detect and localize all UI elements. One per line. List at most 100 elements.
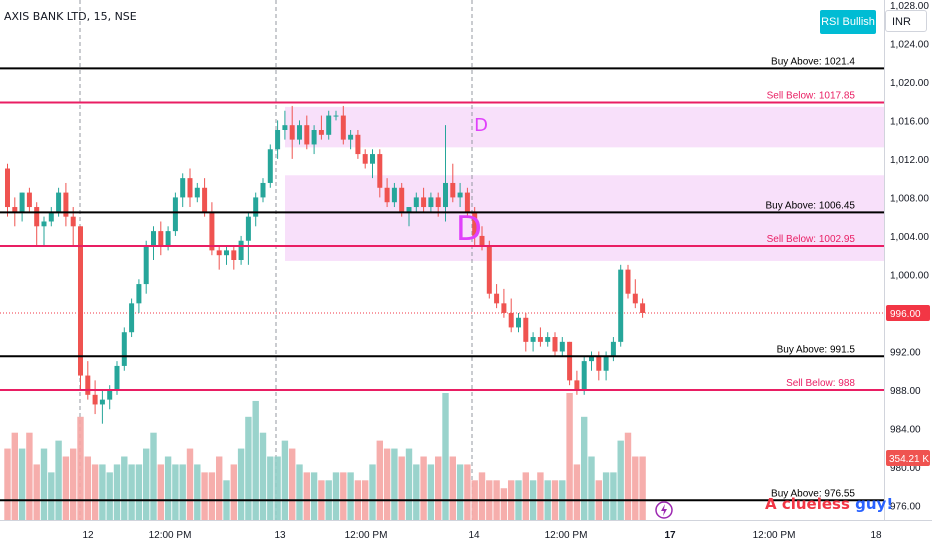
candle-body [253, 197, 259, 217]
candle-body [26, 192, 32, 208]
zone-rect [285, 106, 884, 148]
candle [231, 245, 237, 270]
candle [486, 240, 492, 299]
candle-body [340, 115, 346, 140]
volume-bar [376, 440, 383, 520]
volume-bar [310, 472, 318, 520]
lightning-icon [655, 501, 673, 519]
rsi-bullish-badge[interactable]: RSI Bullish [820, 10, 876, 34]
candle [260, 178, 266, 203]
candle-body [34, 207, 40, 227]
volume-tag: 354.21 K [886, 450, 930, 466]
candle-body [640, 303, 646, 313]
watermark-text: A clueless guy! [765, 495, 893, 513]
candle [267, 144, 273, 188]
candle [326, 110, 332, 140]
volume-bar [48, 472, 55, 520]
candle [640, 298, 646, 318]
candle-body [326, 115, 332, 135]
pattern-labels: DD [456, 115, 488, 249]
volume-bar [113, 464, 121, 520]
candle-body [194, 187, 200, 198]
candle-body [289, 125, 295, 140]
candle-body [435, 197, 441, 208]
volume-bar [369, 464, 376, 520]
candle [610, 337, 616, 362]
time-axis[interactable]: 12 12:00 PM 13 12:00 PM 14 12:00 PM 17 12:00 PM… [82, 530, 882, 541]
volume-bars [4, 393, 646, 520]
volume-bar [588, 456, 595, 520]
level-label: Buy Above: 991.5 [777, 344, 856, 355]
volume-bar [40, 448, 48, 520]
watermark-part2: guy! [855, 495, 894, 513]
candle-body [187, 178, 193, 198]
volume-bar [230, 464, 237, 520]
volume-bar [252, 400, 259, 520]
candle-body [443, 182, 448, 208]
candle-body [304, 125, 310, 145]
volume-bar [296, 464, 303, 520]
price-tick-label: 1,024.00 [890, 39, 929, 50]
candle [501, 288, 507, 318]
volume-bar [157, 464, 164, 520]
level-label: Sell Below: 1002.95 [767, 234, 856, 245]
candle-body [537, 337, 543, 342]
candle-body [267, 149, 273, 183]
volume-bar [33, 464, 40, 520]
level-label: Sell Below: 988 [786, 378, 855, 389]
candle [318, 115, 324, 140]
volume-bar [281, 440, 289, 520]
candle [158, 221, 164, 256]
price-tick-label: 984.00 [890, 425, 921, 436]
volume-bar [259, 432, 267, 520]
candle-body [494, 293, 500, 304]
candle-body [428, 197, 434, 208]
currency-selector[interactable]: INR [885, 10, 927, 32]
candle [304, 115, 310, 150]
time-tick-label: 13 [274, 530, 286, 541]
candle [78, 226, 83, 390]
candle-body [530, 337, 536, 342]
pattern-label: D [474, 115, 488, 136]
volume-bar [245, 416, 252, 520]
volume-bar [274, 456, 281, 520]
candle [311, 125, 317, 155]
candle [494, 284, 500, 309]
candle [85, 361, 91, 400]
volume-bar [26, 432, 33, 520]
volume-bar [602, 472, 610, 520]
candle-body [238, 240, 244, 260]
volume-bar [442, 393, 449, 520]
candle [253, 192, 259, 227]
candle-body [70, 216, 76, 227]
pattern-label: D [456, 209, 482, 249]
candle-body [472, 211, 478, 236]
time-tick-label: 18 [870, 530, 882, 541]
volume-bar [216, 456, 223, 520]
volume-bar [208, 472, 216, 520]
candle-body [457, 192, 463, 198]
candle [172, 192, 178, 236]
candle-body [56, 192, 62, 212]
candle [92, 380, 98, 415]
volume-bar [522, 472, 529, 520]
candle [450, 163, 456, 203]
volume-bar [106, 472, 113, 520]
candle-body [12, 207, 18, 212]
volume-bar [610, 472, 617, 520]
volume-bar [420, 456, 427, 520]
watermark-part1: A clueless [765, 495, 856, 513]
candle [151, 226, 156, 260]
candle-body [311, 130, 317, 145]
candle-body [618, 269, 624, 342]
candle-body [421, 197, 427, 208]
volume-bar [150, 432, 157, 520]
volume-bar [383, 448, 391, 520]
candle [632, 279, 638, 309]
candle [348, 130, 354, 150]
last-price-tag-text: 996.00 [890, 309, 921, 320]
candle-body [114, 365, 120, 390]
volume-bar [62, 456, 70, 520]
